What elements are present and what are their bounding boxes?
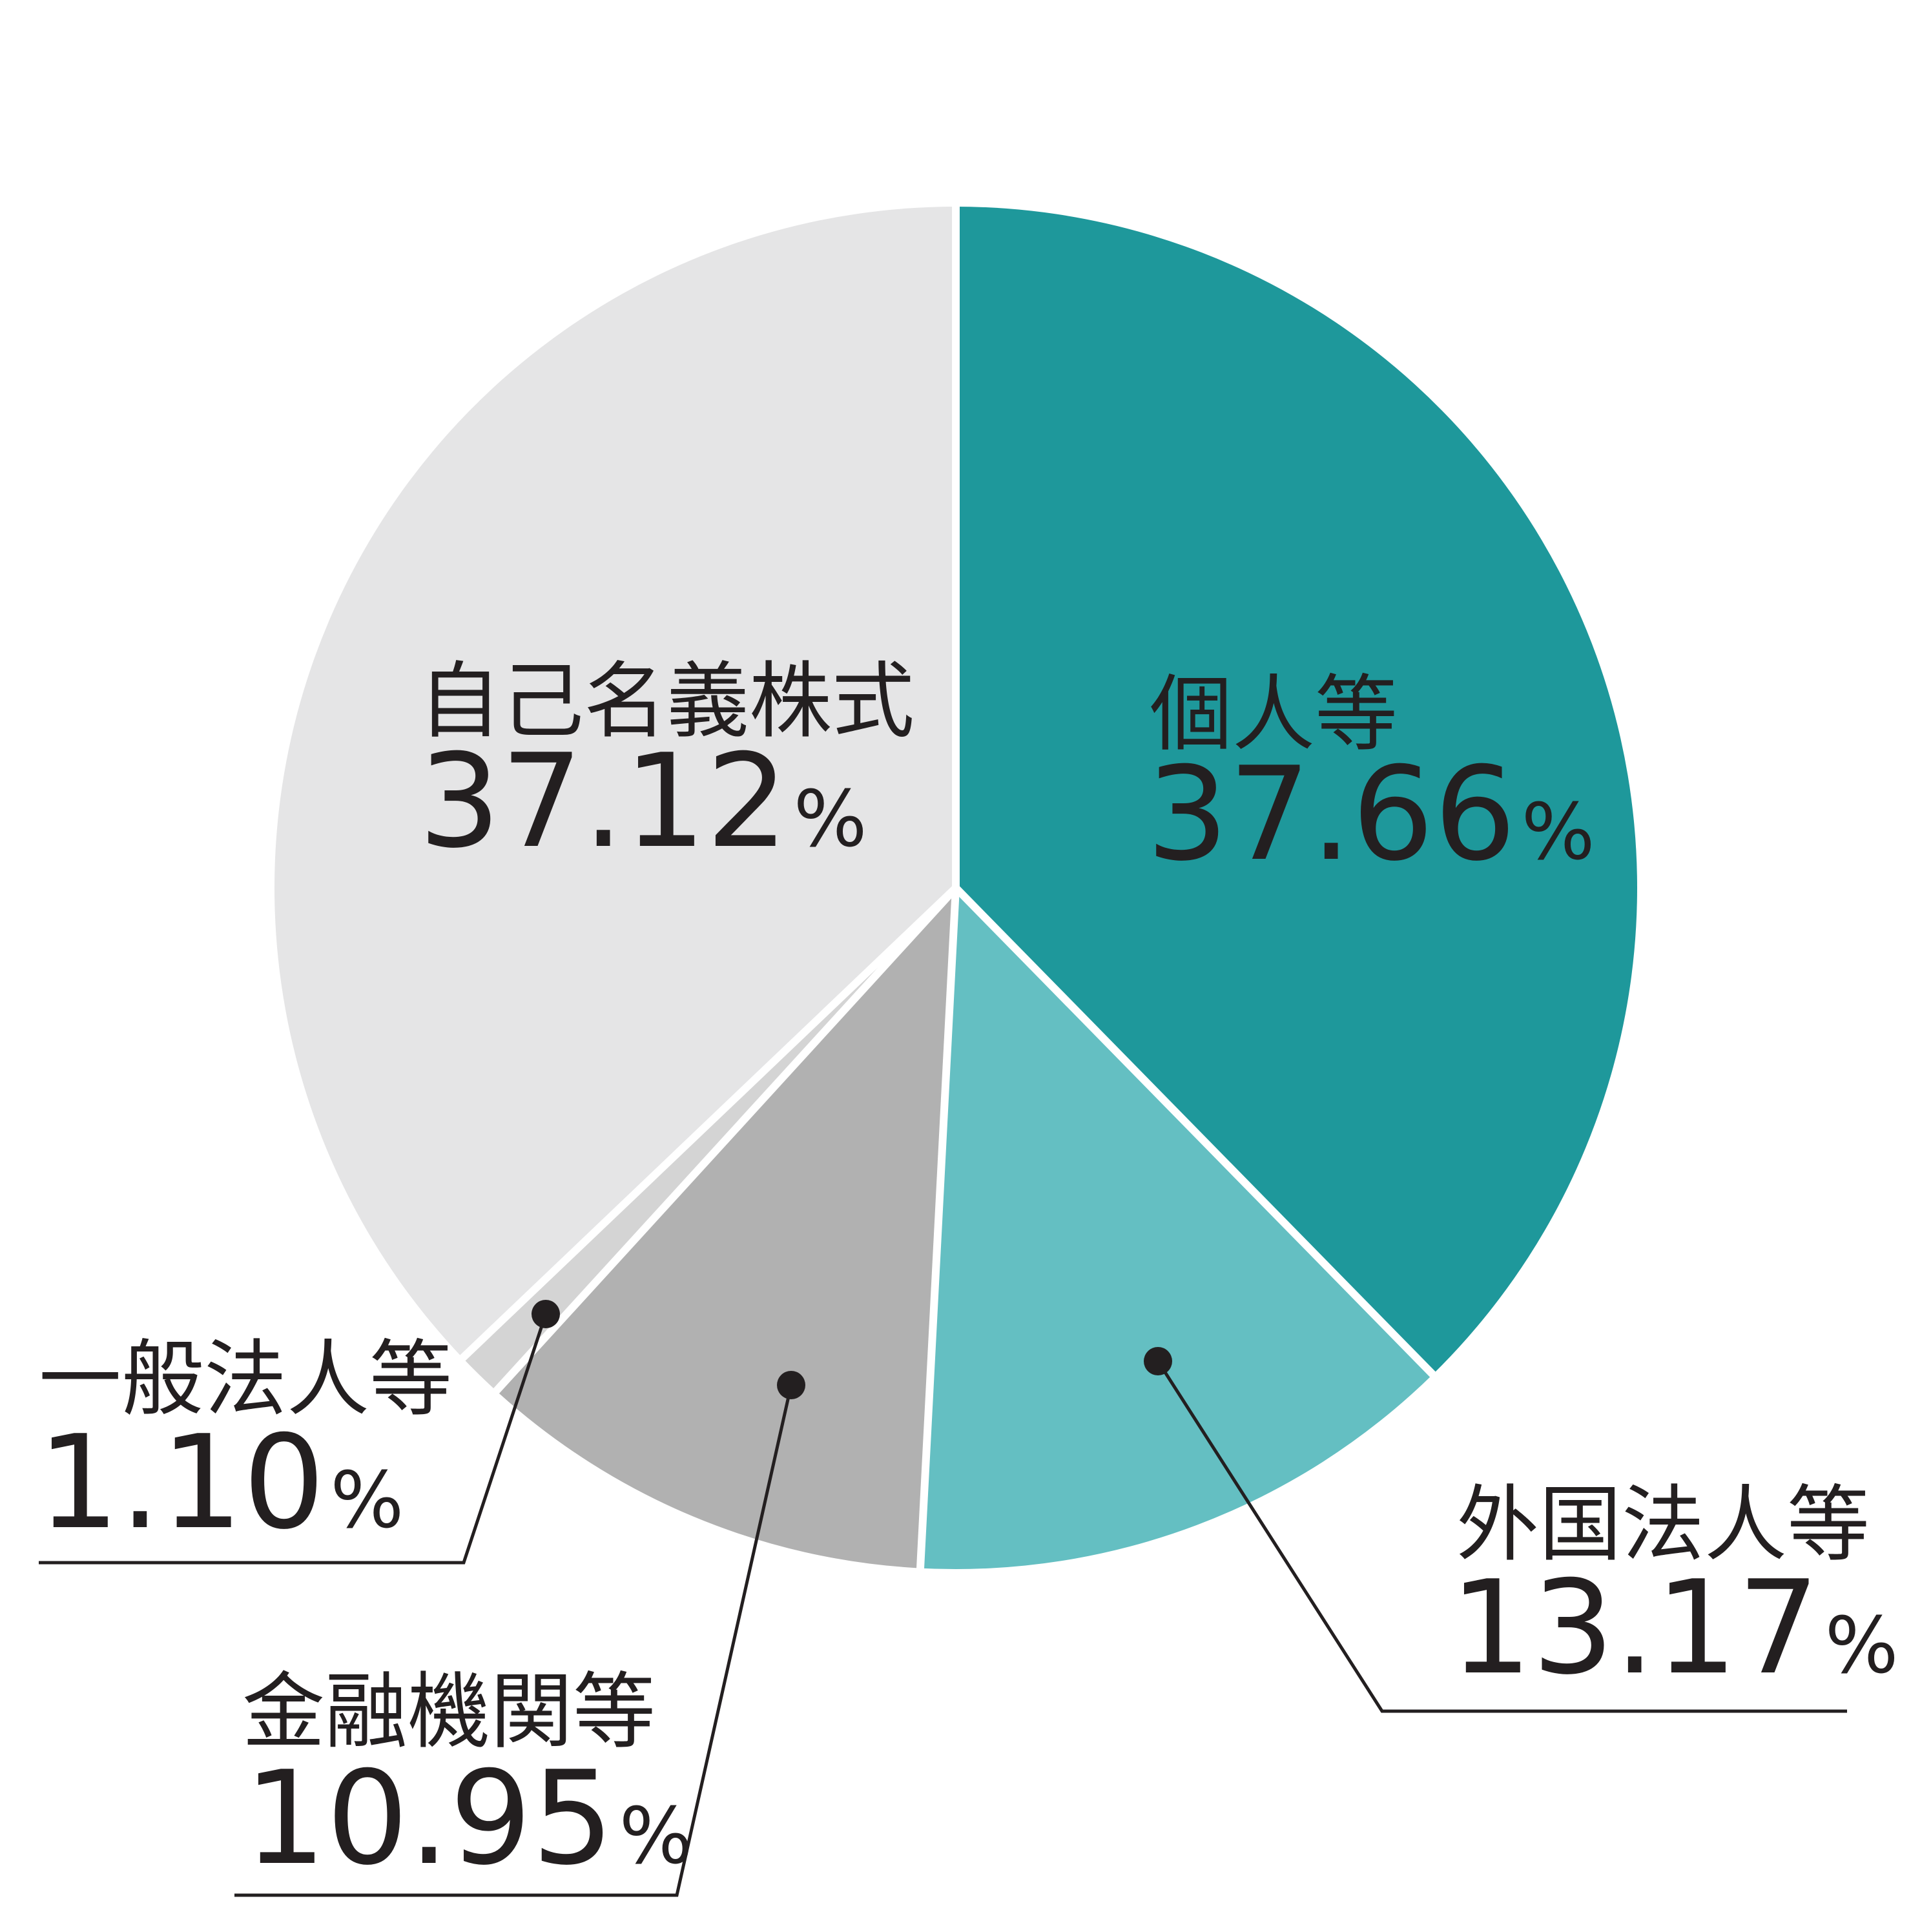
slice-separator	[953, 885, 1438, 1380]
leader-line	[1156, 1360, 1847, 1713]
leader-line	[234, 1384, 793, 1897]
leader-dot	[777, 1371, 805, 1399]
leader-lines	[39, 1300, 1847, 1897]
slice-separator	[916, 887, 960, 1572]
slice-value-label: 1.10%	[37, 1408, 404, 1558]
pie-slice	[274, 207, 956, 1358]
slice-name-label: 一般法人等	[39, 1331, 452, 1428]
slice-separator	[457, 885, 959, 1364]
slice-value-label: 37.66%	[1146, 739, 1595, 890]
slice-name-label: 金融機関等	[242, 1664, 656, 1760]
slice-name-label: 外国法人等	[1456, 1477, 1870, 1573]
pie-slice	[496, 888, 956, 1568]
slice-value-label: 13.17%	[1450, 1553, 1899, 1703]
slice-value-label: 10.95%	[244, 1743, 693, 1894]
slice-value-label: 37.12%	[418, 726, 867, 877]
leader-dot	[1144, 1347, 1172, 1375]
slice-name-label: 自己名義株式	[418, 653, 914, 750]
slice-name-label: 個人等	[1150, 666, 1398, 763]
leader-dot	[532, 1300, 560, 1328]
pie-slice	[920, 888, 1433, 1569]
pie-slices	[274, 203, 1637, 1572]
pie-slice	[462, 888, 956, 1391]
leader-line	[39, 1313, 548, 1565]
pie-slice	[956, 207, 1637, 1375]
slice-separator	[491, 885, 959, 1397]
